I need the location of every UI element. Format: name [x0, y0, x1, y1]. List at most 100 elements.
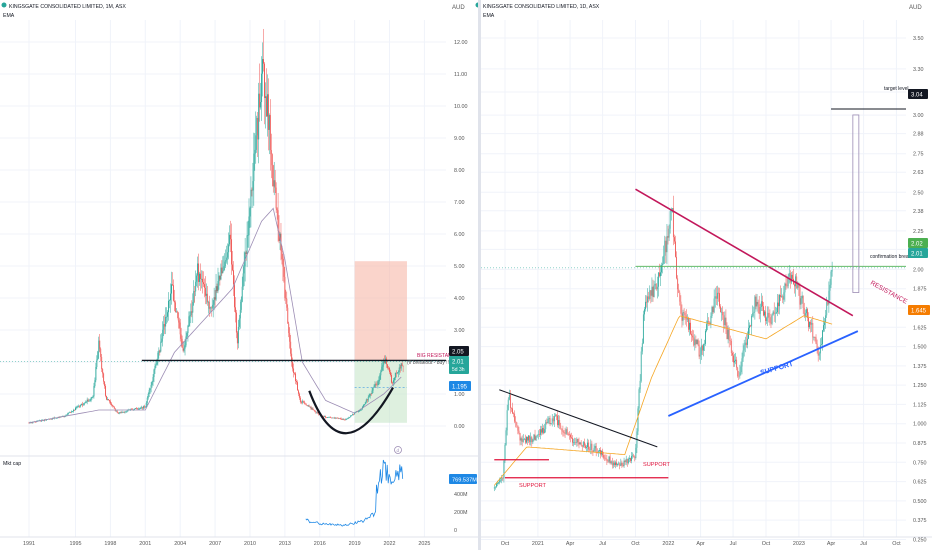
candle-body — [115, 410, 117, 412]
candle-body — [617, 463, 619, 465]
candle-body — [594, 445, 596, 449]
candle-body — [526, 436, 527, 443]
candle-body — [217, 281, 219, 292]
candle-body — [86, 399, 88, 403]
candle-body — [326, 417, 327, 419]
candle-body — [185, 336, 187, 346]
candle-body — [315, 411, 317, 413]
candle-body — [719, 293, 720, 307]
candle-body — [222, 271, 224, 274]
candle-body — [671, 208, 673, 212]
candle-body — [258, 93, 260, 140]
candle-body — [760, 301, 762, 307]
candle-body — [261, 73, 263, 103]
candle-body — [736, 359, 738, 368]
right-indicator-label[interactable]: EMA — [483, 13, 495, 19]
candle-body — [514, 413, 516, 422]
candle-body — [378, 379, 380, 382]
candle-body — [192, 301, 194, 313]
candle-body — [770, 322, 772, 324]
candle-body — [226, 257, 228, 260]
candle-body — [558, 420, 560, 426]
candle-body — [730, 340, 732, 353]
candle-body — [145, 402, 147, 407]
candle-body — [239, 309, 241, 319]
candle-body — [772, 311, 774, 316]
price-tick-label: 2.88 — [913, 132, 924, 138]
candle-body — [576, 438, 578, 443]
left-indicator-label[interactable]: EMA — [3, 13, 15, 19]
candle-body — [534, 434, 536, 441]
price-tick-label: 12.00 — [454, 40, 468, 46]
candle-body — [237, 326, 239, 344]
candle-body — [332, 417, 334, 419]
candle-body — [162, 329, 164, 339]
candle-body — [169, 300, 170, 301]
candle-body — [708, 320, 710, 323]
right-chart-title[interactable]: KINGSGATE CONSOLIDATED LIMITED, 1D, ASX — [483, 4, 600, 10]
candle-body — [674, 237, 675, 242]
candle-body — [312, 408, 314, 410]
panel-divider[interactable] — [478, 0, 481, 550]
candle-body — [195, 281, 197, 292]
left-chart-title[interactable]: KINGSGATE CONSOLIDATED LIMITED, 1M, ASX — [9, 4, 126, 10]
candle-body — [815, 337, 817, 344]
candle-body — [71, 411, 73, 413]
candle-body — [520, 438, 522, 441]
candle-body — [607, 460, 609, 462]
candle-body — [101, 356, 103, 369]
candle-body — [242, 273, 244, 287]
candle-body — [757, 301, 759, 305]
candle-body — [754, 296, 756, 312]
candle-body — [77, 406, 78, 408]
candle-body — [388, 367, 390, 369]
candle-body — [223, 266, 225, 272]
mktcap-label[interactable]: Mkt cap — [3, 461, 21, 467]
candle-body — [120, 412, 122, 414]
candle-body — [710, 315, 712, 325]
candle-body — [512, 408, 513, 414]
candle-body — [600, 450, 601, 455]
candle-body — [743, 345, 745, 351]
candle-body — [392, 380, 394, 383]
event-marker-icon[interactable]: d — [394, 446, 402, 454]
candle-body — [687, 318, 689, 330]
candle-body — [168, 300, 170, 313]
candle-body — [172, 285, 174, 301]
candle-body — [199, 273, 201, 282]
candle-body — [148, 390, 150, 394]
svg-text:2.02: 2.02 — [911, 242, 923, 248]
candle-body — [721, 311, 723, 313]
right-price-series — [493, 195, 833, 492]
candle-body — [615, 462, 616, 466]
candle-body — [521, 438, 523, 442]
candle-body — [712, 306, 714, 313]
candle-body — [250, 189, 252, 209]
candle-body — [752, 313, 754, 316]
candle-body — [297, 390, 299, 394]
candle-body — [330, 417, 332, 419]
candle-body — [147, 393, 149, 398]
candle-body — [820, 344, 822, 346]
candle-body — [209, 307, 211, 309]
candle-body — [323, 416, 325, 418]
time-tick-label: Jul — [860, 541, 867, 547]
candle-body — [753, 311, 755, 314]
candle-body — [212, 304, 214, 308]
candle-body — [267, 94, 269, 130]
candle-body — [275, 187, 277, 209]
candle-body — [718, 292, 719, 294]
candle-body — [536, 434, 538, 437]
candle-body — [755, 296, 757, 307]
candle-body — [642, 314, 644, 344]
time-tick-label: 2007 — [209, 541, 221, 547]
candle-body — [181, 338, 183, 348]
candle-body — [301, 400, 303, 403]
candle-body — [814, 337, 816, 338]
candle-body — [117, 412, 119, 414]
candle-body — [135, 408, 137, 409]
candle-body — [398, 367, 400, 372]
candle-body — [140, 407, 142, 409]
candle-body — [142, 406, 144, 409]
